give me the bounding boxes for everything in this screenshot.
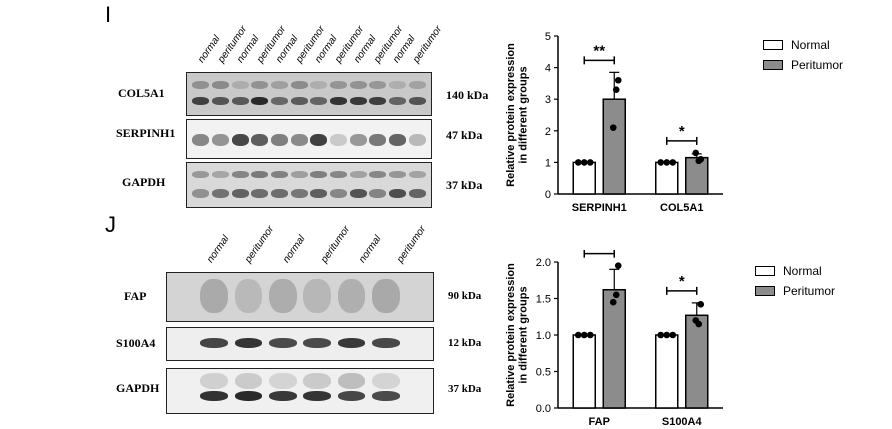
- protein-label-fap: FAP: [124, 289, 147, 303]
- data-point-0-1-1-1: [692, 149, 700, 157]
- y-tick-label-1-2: 1.0: [536, 330, 551, 342]
- bar-0-serpinh1-normal: [572, 161, 596, 195]
- y-tick-label-0-5: 5: [545, 31, 551, 43]
- lane-label-j-5: peritumor: [394, 224, 429, 265]
- blot-gapdh-i: [186, 162, 432, 208]
- data-point-0-1-0-0: [657, 159, 665, 166]
- data-point-1-1-0-1: [663, 331, 671, 339]
- blot-serpinh1: [186, 119, 432, 159]
- blot-s100a4: [166, 327, 434, 361]
- bar-0-col5a1-normal: [655, 161, 679, 195]
- legend-swatch-peritumor-i: [763, 60, 783, 70]
- legend-item-peritumor-j: Peritumor: [755, 284, 835, 298]
- y-tick-label-1-0: 0.0: [536, 403, 551, 415]
- data-point-0-0-1-0: [614, 76, 622, 84]
- kda-label-col5a1: 140 kDa: [446, 88, 489, 102]
- protein-label-gapdh-i: GAPDH: [122, 175, 166, 189]
- protein-label-gapdh-j: GAPDH: [116, 381, 160, 395]
- blot-col5a1: [186, 72, 432, 116]
- significance-label-0-0: **: [593, 42, 605, 59]
- data-point-0-1-1-2: [695, 157, 703, 165]
- y-tick-label-0-0: 0: [545, 189, 551, 201]
- y-tick-label-1-3: 1.5: [536, 294, 551, 306]
- y-tick-label-0-3: 3: [545, 94, 551, 106]
- lane-label-j-4: normal: [356, 233, 384, 265]
- legend-item-normal-j: Normal: [755, 264, 822, 278]
- data-point-1-1-0-2: [669, 331, 677, 339]
- data-point-0-0-0-1: [580, 159, 588, 166]
- data-point-1-1-1-2: [695, 320, 703, 328]
- lane-label-j-3: peritumor: [318, 224, 353, 265]
- bar-1-s100a4-peritumor: [685, 314, 709, 409]
- legend-label-peritumor-j: Peritumor: [783, 284, 836, 298]
- data-point-1-0-0-1: [580, 331, 588, 339]
- data-point-1-0-0-2: [586, 331, 594, 339]
- legend-label-normal-j: Normal: [783, 264, 822, 278]
- legend-swatch-normal-j: [755, 266, 775, 276]
- x-tick-label-0-1: COL5A1: [660, 202, 703, 214]
- kda-label-serpinh1: 47 kDa: [446, 128, 483, 142]
- kda-label-gapdh-j: 37 kDa: [448, 383, 482, 395]
- significance-label-1-1: *: [679, 273, 685, 290]
- kda-label-gapdh-i: 37 kDa: [446, 178, 483, 192]
- bar-1-s100a4-normal: [655, 334, 679, 409]
- data-point-0-1-0-2: [669, 159, 677, 166]
- data-point-0-0-0-0: [574, 159, 582, 166]
- x-tick-label-0-0: SERPINH1: [572, 202, 627, 214]
- data-point-1-1-0-0: [657, 331, 665, 339]
- y-axis-label-0: Relative protein expressionin different …: [505, 43, 530, 187]
- x-tick-label-1-1: S100A4: [662, 416, 703, 428]
- protein-label-serpinh1: SERPINH1: [116, 126, 176, 140]
- bar-0-serpinh1-peritumor: [602, 98, 626, 195]
- legend-label-peritumor-i: Peritumor: [791, 58, 844, 72]
- legend-swatch-normal-i: [763, 40, 783, 50]
- panel-letter-i: I: [105, 2, 112, 27]
- data-point-0-0-1-2: [612, 86, 620, 94]
- bar-chart-i: Relative protein expressionin different …: [505, 31, 723, 214]
- lane-label-j-2: normal: [280, 233, 308, 265]
- x-tick-label-1-0: FAP: [589, 416, 610, 428]
- lane-label-i-11: peritumor: [410, 24, 444, 65]
- data-point-1-0-1-0: [614, 262, 622, 269]
- lane-label-j-1: peritumor: [242, 224, 277, 265]
- legend-label-normal-i: Normal: [791, 38, 830, 52]
- blot-gapdh-j: [166, 368, 434, 414]
- data-point-1-0-1-1: [609, 298, 617, 306]
- kda-label-s100a4: 12 kDa: [448, 337, 482, 349]
- data-point-0-1-0-1: [663, 159, 671, 166]
- legend-item-normal-i: Normal: [763, 38, 830, 52]
- kda-label-fap: 90 kDa: [448, 290, 482, 302]
- data-point-0-0-1-1: [609, 124, 617, 131]
- data-point-1-1-1-0: [697, 301, 705, 308]
- data-point-1-0-1-2: [612, 291, 620, 299]
- lane-label-j-0: normal: [204, 233, 232, 265]
- legend-item-peritumor-i: Peritumor: [763, 58, 843, 72]
- y-tick-label-0-1: 1: [545, 157, 551, 169]
- panel-letter-j: J: [105, 212, 116, 237]
- y-tick-label-0-4: 4: [545, 63, 551, 75]
- data-point-1-0-0-0: [574, 331, 582, 339]
- legend-swatch-peritumor-j: [755, 286, 775, 296]
- bar-1-fap-peritumor: [602, 288, 626, 409]
- protein-label-col5a1: COL5A1: [118, 86, 165, 100]
- y-tick-label-1-1: 0.5: [536, 367, 551, 379]
- bar-chart-j: Relative protein expressionin different …: [505, 250, 723, 428]
- y-tick-label-0-2: 2: [545, 126, 551, 138]
- protein-label-s100a4: S100A4: [116, 336, 156, 350]
- blot-fap: [166, 272, 434, 322]
- bar-1-fap-normal: [572, 334, 596, 409]
- y-axis-label-1: Relative protein expressionin different …: [505, 263, 530, 407]
- significance-label-1-0: *: [596, 250, 602, 253]
- significance-label-0-1: *: [679, 123, 685, 140]
- data-point-0-0-0-2: [586, 159, 594, 166]
- y-tick-label-1-4: 2.0: [536, 257, 551, 269]
